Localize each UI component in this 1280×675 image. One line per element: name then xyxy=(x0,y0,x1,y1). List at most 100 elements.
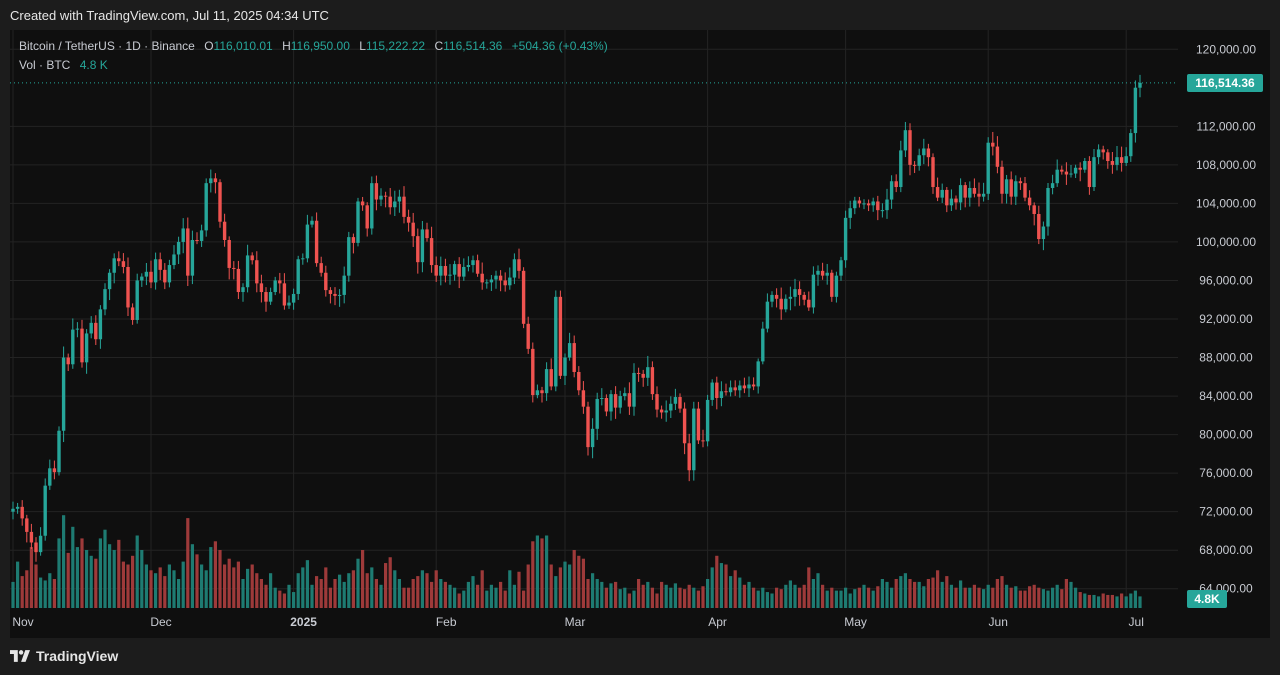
candle-body xyxy=(149,271,153,283)
volume-bar xyxy=(393,570,397,608)
volume-bar xyxy=(802,584,806,608)
candle-body xyxy=(876,201,880,211)
volume-bar xyxy=(16,561,20,608)
volume-bar xyxy=(167,564,171,608)
candle-body xyxy=(632,372,636,407)
candle-body xyxy=(209,178,213,184)
volume-bar xyxy=(715,555,719,608)
chart-pane[interactable]: 120,000.00 112,000.00 108,000.00 104,000.00… xyxy=(10,30,1270,638)
volume-bar xyxy=(660,581,664,608)
candle-body xyxy=(57,430,61,473)
candle-body xyxy=(181,228,185,242)
candle-body xyxy=(420,229,425,263)
volume-bar xyxy=(121,561,125,608)
candle-body xyxy=(347,237,351,276)
candle-body xyxy=(1115,157,1119,165)
volume-bar xyxy=(563,561,567,608)
candle-body xyxy=(140,276,144,281)
last-price-tag: 116,514.36 xyxy=(1187,73,1263,92)
volume-bar xyxy=(646,581,650,608)
volume-bar xyxy=(1101,593,1105,608)
candle-body xyxy=(167,265,172,283)
y-tick-label: 112,000.00 xyxy=(1196,119,1255,133)
volume-bar xyxy=(85,550,89,608)
candle-body xyxy=(595,398,599,429)
volume-bar xyxy=(862,584,866,608)
volume-bar xyxy=(701,586,705,608)
volume-bar xyxy=(466,581,470,608)
candle-body xyxy=(756,361,760,387)
volume-bar xyxy=(379,584,383,608)
volume-bar xyxy=(986,584,990,608)
volume-bar xyxy=(503,590,507,608)
candle-body xyxy=(324,272,328,291)
volume-bar xyxy=(609,583,613,608)
candle-body xyxy=(172,254,176,266)
volume-bar xyxy=(338,574,342,608)
volume-bar xyxy=(411,579,415,608)
volume-bar xyxy=(604,587,608,608)
volume-bar xyxy=(39,577,43,608)
candle-body xyxy=(853,200,857,209)
candle-body xyxy=(232,267,236,269)
volume-bar xyxy=(333,579,337,608)
volume-bar xyxy=(374,579,378,608)
volume-bar xyxy=(384,563,388,608)
candle-body xyxy=(48,468,52,486)
volume-bar xyxy=(508,570,512,608)
candle-body xyxy=(765,301,770,329)
volume-bar xyxy=(480,570,484,608)
volume-bar xyxy=(356,558,360,608)
volume-bar xyxy=(770,593,774,608)
volume-bar xyxy=(968,587,972,608)
volume-bar xyxy=(871,590,875,608)
candle-body xyxy=(1078,167,1082,170)
candle-body xyxy=(448,274,452,276)
candle-body xyxy=(508,277,512,286)
candle-body xyxy=(912,164,917,166)
volume-bar xyxy=(255,573,259,608)
candle-body xyxy=(34,542,38,553)
candle-body xyxy=(981,193,986,197)
volume-bar xyxy=(75,547,79,608)
candle-body xyxy=(1046,187,1050,227)
candle-body xyxy=(498,275,503,281)
candle-body xyxy=(158,259,162,270)
candle-body xyxy=(917,155,921,166)
volume-bar xyxy=(489,584,493,608)
volume-bar xyxy=(816,573,820,608)
volume-bar xyxy=(710,567,714,608)
candle-body xyxy=(761,328,765,362)
volume-bar xyxy=(158,567,162,608)
legend-symbol[interactable]: Bitcoin / TetherUS · 1D · Binance xyxy=(19,39,195,53)
volume-bar xyxy=(1133,590,1137,608)
brand-name: TradingView xyxy=(36,648,119,664)
candle-body xyxy=(779,298,783,310)
volume-bar xyxy=(172,570,176,608)
volume-bar xyxy=(765,592,769,608)
candle-body xyxy=(581,390,586,407)
candle-body xyxy=(1018,181,1023,184)
candle-body xyxy=(517,259,521,271)
x-tick-label: Jul xyxy=(1129,615,1144,629)
x-tick-label: Mar xyxy=(565,615,586,629)
volume-bar xyxy=(200,564,204,608)
candle-body xyxy=(1000,166,1004,194)
volume-bar xyxy=(1000,576,1004,608)
candle-body xyxy=(245,255,250,288)
volume-bar xyxy=(1009,587,1013,608)
candle-body xyxy=(457,264,461,277)
candle-body xyxy=(604,397,609,412)
volume-bar xyxy=(305,560,309,608)
volume-bar xyxy=(554,576,558,608)
volume-bar xyxy=(1120,593,1124,608)
legend-volume-label[interactable]: Vol · BTC xyxy=(19,58,71,72)
candle-body xyxy=(71,329,75,365)
volume-bar xyxy=(273,587,277,608)
volume-bar xyxy=(1106,594,1110,608)
volume-bar xyxy=(687,584,691,608)
tradingview-brand[interactable]: TradingView xyxy=(10,648,118,664)
y-tick-label: 76,000.00 xyxy=(1199,466,1253,480)
last-volume-tag: 4.8K xyxy=(1187,590,1227,608)
candlestick-chart[interactable]: 120,000.00 112,000.00 108,000.00 104,000.00… xyxy=(10,30,1270,638)
